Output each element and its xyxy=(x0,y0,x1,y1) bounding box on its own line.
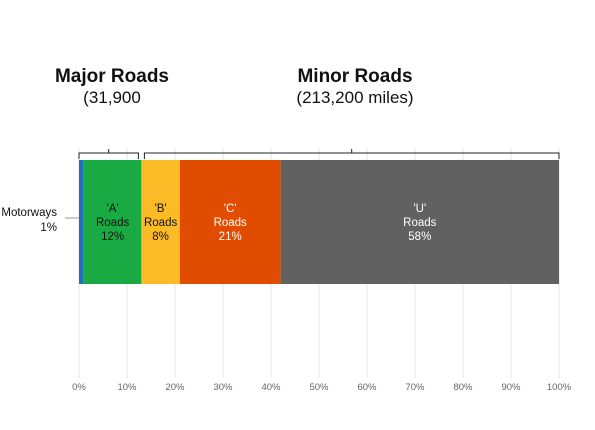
outside-label-motorways: Motorways xyxy=(1,207,57,219)
segment-label-u-roads: 'U' xyxy=(413,203,426,215)
segment-label-u-roads: Roads xyxy=(403,217,436,229)
x-tick-label: 50% xyxy=(309,382,329,393)
segment-label-u-roads: 58% xyxy=(408,231,431,243)
x-tick-label: 100% xyxy=(547,382,572,393)
group-name-major: Major Roads xyxy=(54,66,170,87)
bracket-major xyxy=(78,149,139,159)
group-title-minor: Minor Roads (213,200 miles) xyxy=(260,66,450,108)
x-axis-tick-labels: 0% 10% 20% 30% 40% 50% 60% 70% 80% 90% 100% xyxy=(72,382,572,393)
segment-label-a-roads: 12% xyxy=(101,231,124,243)
x-tick-label: 30% xyxy=(213,382,233,393)
segment-label-b-roads: Roads xyxy=(144,217,177,229)
x-tick-label: 0% xyxy=(72,382,86,393)
bar-segment-c-roads xyxy=(179,160,281,284)
x-tick-label: 90% xyxy=(501,382,521,393)
x-tick-label: 70% xyxy=(405,382,425,393)
segment-label-c-roads: Roads xyxy=(214,217,247,229)
x-tick-label: 10% xyxy=(117,382,137,393)
group-name-minor: Minor Roads xyxy=(297,66,413,87)
group-title-major: Major Roads (31,900 xyxy=(44,66,180,108)
segment-labels: 'A' Roads 12% 'B' Roads 8% 'C' Roads 21% 'U' Roads… xyxy=(1,203,436,243)
x-tick-label: 60% xyxy=(357,382,377,393)
segment-label-b-roads: 'B' xyxy=(155,203,167,215)
x-tick-label: 20% xyxy=(165,382,185,393)
x-tick-label: 40% xyxy=(261,382,281,393)
group-sub-major: (31,900 xyxy=(83,88,141,107)
bar-segments xyxy=(79,160,559,284)
bracket-minor xyxy=(143,149,560,159)
group-brackets xyxy=(78,149,560,159)
segment-label-c-roads: 21% xyxy=(219,231,242,243)
outside-label-motorways: 1% xyxy=(40,222,57,234)
segment-label-b-roads: 8% xyxy=(152,231,169,243)
segment-label-a-roads: Roads xyxy=(96,217,129,229)
bar-segment-motorways xyxy=(79,160,84,284)
bar-segment-u-roads xyxy=(280,160,559,284)
bar-segment-b-roads xyxy=(141,160,180,284)
x-tick-label: 80% xyxy=(453,382,473,393)
segment-label-a-roads: 'A' xyxy=(107,203,119,215)
segment-label-c-roads: 'C' xyxy=(224,203,237,215)
bar-segment-a-roads xyxy=(83,160,142,284)
group-sub-minor: (213,200 miles) xyxy=(296,88,414,107)
